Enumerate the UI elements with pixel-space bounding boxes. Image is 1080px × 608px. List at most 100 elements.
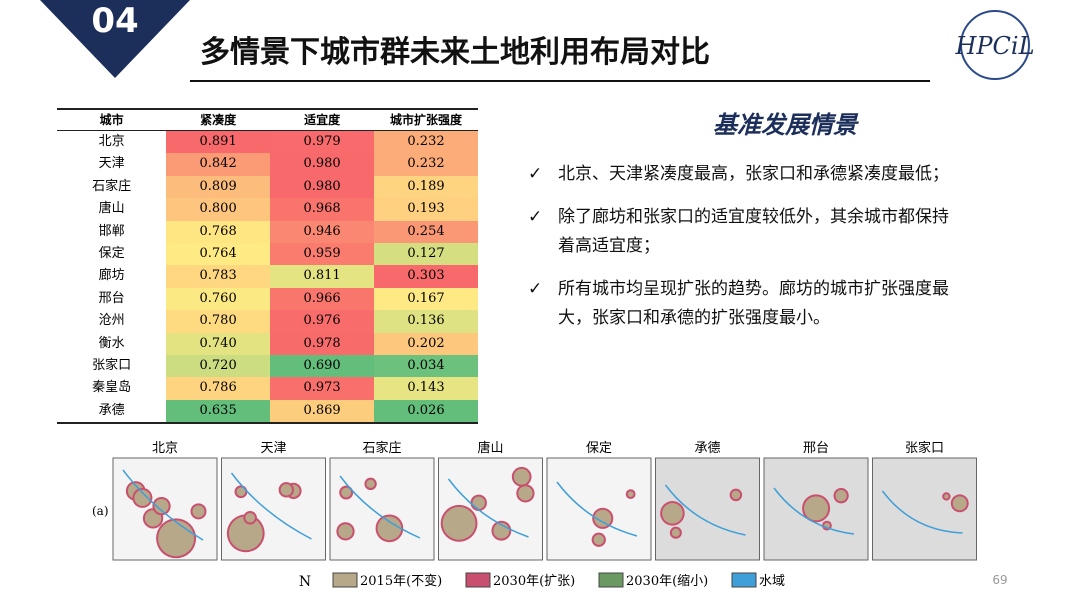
urban-patch bbox=[192, 505, 205, 518]
map-title: 唐山 bbox=[477, 440, 503, 456]
urban-patch bbox=[944, 494, 949, 499]
legend-label: 2030年(缩小) bbox=[626, 573, 708, 589]
urban-patch bbox=[513, 468, 530, 485]
urban-patch bbox=[228, 516, 263, 551]
column-header: 城市 bbox=[99, 113, 124, 127]
map-title: 保定 bbox=[586, 441, 612, 456]
value-cell: 0.786 bbox=[166, 377, 271, 400]
table-row: 邯郸 0.768 0.946 0.254 bbox=[57, 220, 478, 243]
column-header: 紧凑度 bbox=[200, 113, 237, 127]
bullet: ✓ 北京、天津紧凑度最高，张家口和承德紧凑度最低； bbox=[528, 160, 1048, 189]
value-cell: 0.764 bbox=[166, 242, 271, 266]
city-cell: 天津 bbox=[98, 156, 125, 172]
logo-text: HPCiL bbox=[954, 32, 1034, 60]
table-row: 衡水 0.740 0.978 0.202 bbox=[57, 332, 478, 355]
check-icon: ✓ bbox=[528, 279, 543, 299]
legend-label: 水域 bbox=[759, 574, 785, 589]
urban-patch bbox=[594, 509, 612, 527]
urban-patch bbox=[731, 490, 741, 500]
table-row: 唐山 0.800 0.968 0.193 bbox=[57, 198, 478, 221]
value-cell: 0.980 bbox=[270, 175, 375, 199]
legend-swatch bbox=[731, 572, 757, 588]
river bbox=[447, 478, 529, 538]
urban-patch bbox=[338, 524, 353, 539]
urban-patch bbox=[245, 513, 255, 523]
urban-patch bbox=[671, 528, 680, 537]
value-cell: 0.978 bbox=[270, 332, 375, 355]
value-cell: 0.254 bbox=[374, 220, 478, 243]
legend-label: 2015年(不变) bbox=[360, 573, 442, 589]
river bbox=[122, 469, 204, 541]
city-cell: 秦皇岛 bbox=[92, 380, 132, 396]
bullet: ✓ 除了廊坊和张家口的适宜度较低外，其余城市都保持 着高适宜度； bbox=[528, 203, 1048, 261]
page-number: 69 bbox=[992, 573, 1007, 587]
city-cell: 北京 bbox=[98, 134, 125, 149]
legend-swatch bbox=[332, 572, 358, 588]
urban-patch bbox=[662, 503, 683, 524]
urban-patch bbox=[804, 496, 829, 521]
value-cell: 0.891 bbox=[166, 131, 271, 154]
river bbox=[773, 487, 855, 535]
river bbox=[230, 472, 312, 540]
value-cell: 0.127 bbox=[374, 242, 478, 266]
city-cell: 承德 bbox=[98, 402, 125, 418]
value-cell: 0.193 bbox=[374, 198, 478, 221]
value-cell: 0.959 bbox=[270, 242, 375, 266]
check-icon: ✓ bbox=[528, 207, 543, 227]
value-cell: 0.232 bbox=[374, 131, 478, 154]
value-cell: 0.232 bbox=[374, 153, 478, 176]
bullet-line: 除了廊坊和张家口的适宜度较低外，其余城市都保持 bbox=[558, 207, 949, 227]
urban-patch bbox=[280, 484, 292, 496]
urban-patch bbox=[134, 489, 151, 506]
value-cell: 0.966 bbox=[270, 287, 375, 311]
value-cell: 0.143 bbox=[374, 377, 478, 400]
value-cell: 0.842 bbox=[166, 153, 271, 176]
table-row: 保定 0.764 0.959 0.127 bbox=[57, 242, 478, 266]
table-row: 秦皇岛 0.786 0.973 0.143 bbox=[57, 377, 478, 400]
river bbox=[881, 490, 963, 534]
map-panel bbox=[329, 457, 435, 561]
city-cell: 邯郸 bbox=[98, 223, 125, 239]
value-cell: 0.869 bbox=[270, 399, 375, 423]
bullet-line: 着高适宜度； bbox=[558, 236, 660, 256]
table-row: 张家口 0.720 0.690 0.034 bbox=[57, 354, 478, 378]
table-row: 沧州 0.780 0.976 0.136 bbox=[57, 310, 478, 333]
map-title: 张家口 bbox=[905, 440, 944, 456]
value-cell: 0.800 bbox=[166, 198, 271, 221]
city-cell: 衡水 bbox=[98, 335, 125, 351]
value-cell: 0.946 bbox=[270, 220, 375, 243]
value-cell: 0.635 bbox=[166, 399, 271, 423]
north-arrow: N bbox=[299, 574, 311, 590]
value-cell: 0.809 bbox=[166, 175, 271, 199]
table-row: 邢台 0.760 0.966 0.167 bbox=[57, 287, 478, 311]
value-cell: 0.167 bbox=[374, 287, 478, 311]
check-icon: ✓ bbox=[528, 164, 543, 184]
city-cell: 石家庄 bbox=[92, 178, 132, 194]
value-cell: 0.811 bbox=[270, 265, 375, 288]
value-cell: 0.034 bbox=[374, 354, 478, 378]
urban-patch bbox=[472, 496, 485, 510]
city-cell: 唐山 bbox=[98, 201, 125, 217]
value-cell: 0.973 bbox=[270, 377, 375, 400]
value-cell: 0.979 bbox=[270, 131, 375, 154]
urban-patch bbox=[518, 486, 533, 501]
value-cell: 0.740 bbox=[166, 332, 271, 355]
header-badge bbox=[40, 0, 190, 78]
table-row: 廊坊 0.783 0.811 0.303 bbox=[57, 265, 478, 288]
section-number: 04 bbox=[91, 1, 138, 41]
map-title: 邢台 bbox=[803, 441, 829, 456]
table-row: 天津 0.842 0.980 0.232 bbox=[57, 153, 478, 176]
city-cell: 邢台 bbox=[98, 290, 125, 306]
value-cell: 0.768 bbox=[166, 220, 271, 243]
map-title: 承德 bbox=[694, 441, 720, 456]
header-row: 城市 紧凑度 适宜度 城市扩张强度 bbox=[57, 110, 478, 131]
value-cell: 0.760 bbox=[166, 287, 271, 311]
value-cell: 0.136 bbox=[374, 310, 478, 333]
bullet-list: ✓ 北京、天津紧凑度最高，张家口和承德紧凑度最低； ✓ 除了廊坊和张家口的适宜度较低外… bbox=[528, 160, 1048, 347]
city-cell: 保定 bbox=[98, 245, 125, 261]
bullet-line: 大，张家口和承德的扩张强度最小。 bbox=[558, 308, 830, 328]
city-cell: 廊坊 bbox=[98, 268, 125, 284]
map-title: 北京 bbox=[152, 441, 178, 456]
